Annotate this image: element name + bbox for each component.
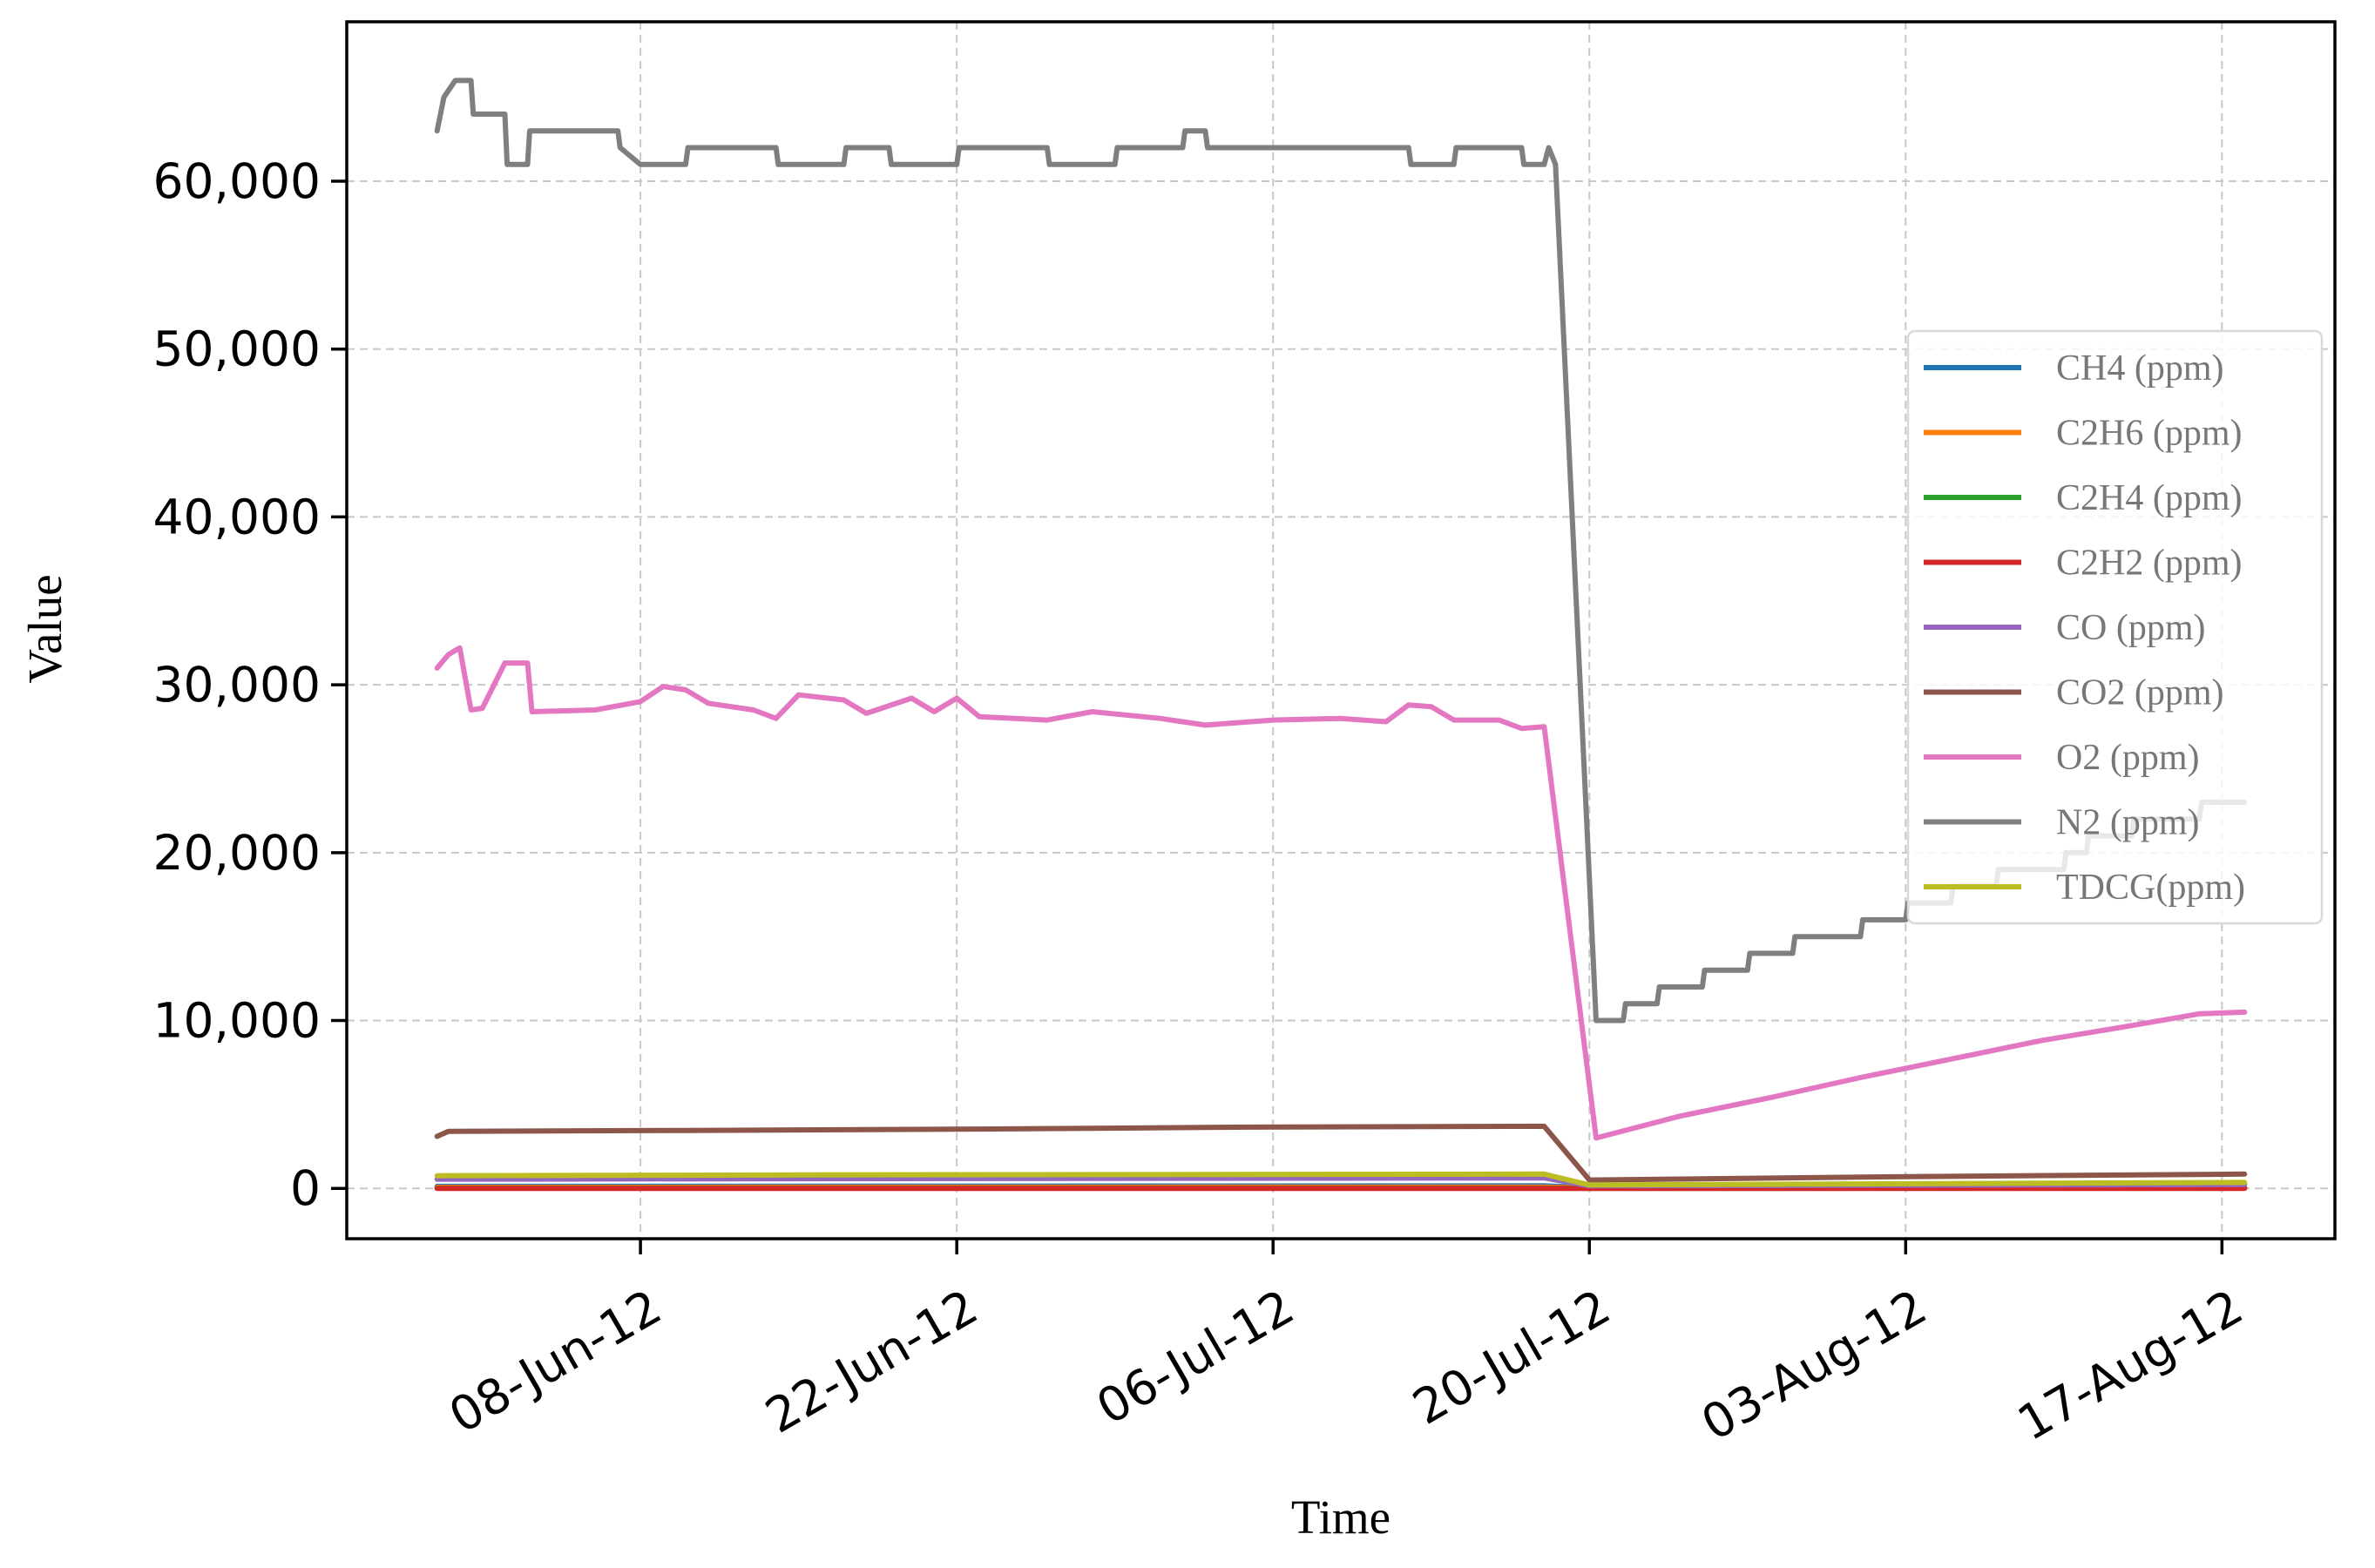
series-line-o2 bbox=[434, 645, 2248, 1141]
y-tick-label: 50,000 bbox=[153, 321, 321, 377]
y-tick-label: 30,000 bbox=[153, 657, 321, 713]
legend-label-co: CO (ppm) bbox=[2056, 608, 2206, 648]
legend-label-ch4: CH4 (ppm) bbox=[2056, 348, 2224, 389]
x-tick-label: 17-Aug-12 bbox=[2008, 1279, 2252, 1451]
x-tick-label: 08-Jun-12 bbox=[440, 1279, 671, 1444]
x-tick-label: 22-Jun-12 bbox=[756, 1279, 987, 1444]
series-line-tdcg bbox=[434, 1171, 2248, 1188]
series-line-co2 bbox=[434, 1123, 2248, 1183]
x-tick-label: 03-Aug-12 bbox=[1692, 1279, 1936, 1451]
y-axis-label: Value bbox=[18, 574, 71, 683]
y-tick-label: 10,000 bbox=[153, 993, 321, 1049]
plot-frame bbox=[345, 20, 2337, 1240]
legend-label-tdcg: TDCG(ppm) bbox=[2056, 868, 2245, 908]
y-tick-label: 20,000 bbox=[153, 825, 321, 881]
legend-label-o2: O2 (ppm) bbox=[2056, 738, 2199, 778]
x-axis-label: Time bbox=[1291, 1490, 1390, 1544]
x-tick-label: 06-Jul-12 bbox=[1087, 1279, 1303, 1436]
legend: CH4 (ppm) C2H6 (ppm) C2H4 (ppm) C2H2 (ppm) C… bbox=[1906, 329, 2324, 925]
legend-label-c2h4: C2H4 (ppm) bbox=[2056, 478, 2243, 518]
y-tick-label: 40,000 bbox=[153, 489, 321, 544]
legend-box bbox=[1906, 329, 2324, 925]
legend-label-c2h6: C2H6 (ppm) bbox=[2056, 414, 2243, 454]
y-tick-label: 60,000 bbox=[153, 153, 321, 209]
legend-label-co2: CO2 (ppm) bbox=[2056, 673, 2224, 713]
legend-label-n2: N2 (ppm) bbox=[2056, 803, 2199, 843]
y-tick-label: 0 bbox=[290, 1160, 321, 1216]
legend-label-c2h2: C2H2 (ppm) bbox=[2056, 544, 2243, 584]
x-tick-label: 20-Jul-12 bbox=[1404, 1279, 1620, 1436]
